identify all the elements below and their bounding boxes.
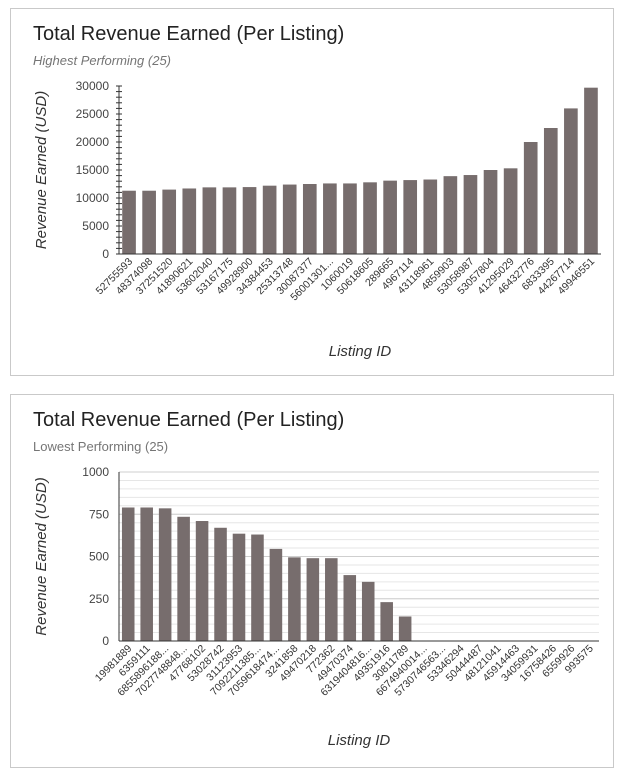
bar — [214, 527, 227, 641]
highest-performing-bar-chart: 0500010000150002000025000300005275559348… — [33, 79, 601, 360]
bar — [443, 176, 458, 254]
bar — [182, 188, 197, 254]
bar — [288, 557, 301, 641]
bar — [503, 168, 518, 254]
bar — [262, 185, 277, 254]
bar — [158, 508, 172, 641]
bar — [325, 558, 338, 641]
bar — [269, 548, 283, 641]
bar — [543, 128, 558, 254]
bar — [140, 507, 153, 641]
lowest-performing-bar-chart: 025050075010001998188963591116855896188.… — [33, 465, 599, 749]
bar — [423, 179, 438, 254]
y-tick-label: 250 — [89, 592, 109, 606]
bar — [177, 516, 190, 641]
y-tick-label: 500 — [89, 550, 109, 564]
bar — [251, 534, 264, 641]
y-tick-label: 0 — [102, 634, 109, 648]
chart-title: Total Revenue Earned (Per Listing) — [33, 23, 345, 45]
bar — [363, 182, 377, 254]
bar — [306, 558, 320, 641]
bar — [483, 170, 498, 254]
y-tick-label: 10000 — [76, 191, 110, 205]
bar — [361, 581, 375, 641]
chart-title: Total Revenue Earned (Per Listing) — [33, 409, 345, 431]
bar — [232, 533, 246, 641]
bar — [383, 180, 397, 254]
chart-subtitle: Lowest Performing (25) — [33, 439, 169, 454]
bar — [195, 521, 209, 641]
y-tick-label: 25000 — [76, 107, 110, 121]
bar — [202, 187, 217, 254]
bar — [302, 184, 317, 254]
bar — [403, 180, 418, 254]
bar — [463, 175, 478, 254]
bar — [122, 190, 136, 254]
bar — [121, 507, 135, 641]
bar — [380, 602, 393, 641]
bar — [343, 183, 357, 254]
y-axis-title: Revenue Earned (USD) — [33, 91, 50, 249]
bar — [222, 187, 237, 254]
y-tick-label: 5000 — [82, 219, 109, 233]
bar — [282, 184, 297, 254]
bar — [242, 187, 257, 254]
bar — [523, 142, 538, 254]
y-tick-label: 0 — [102, 247, 109, 261]
x-axis-title: Listing ID — [329, 343, 392, 360]
highest-performing-chart-panel: Total Revenue Earned (Per Listing) Highe… — [10, 8, 614, 376]
bar — [343, 575, 357, 641]
y-tick-label: 750 — [89, 507, 109, 521]
y-tick-label: 15000 — [76, 163, 110, 177]
x-axis-title: Listing ID — [328, 732, 391, 749]
y-tick-label: 1000 — [82, 465, 109, 479]
y-tick-label: 30000 — [76, 79, 110, 93]
lowest-performing-chart-panel: Total Revenue Earned (Per Listing) Lowes… — [10, 394, 614, 768]
bar — [584, 87, 598, 255]
bar — [323, 183, 337, 254]
bar — [162, 189, 177, 254]
y-tick-label: 20000 — [76, 135, 110, 149]
bar — [142, 190, 156, 254]
bar — [398, 616, 412, 641]
chart-subtitle: Highest Performing (25) — [33, 53, 171, 68]
bar — [564, 108, 578, 255]
y-axis-title: Revenue Earned (USD) — [33, 477, 50, 635]
